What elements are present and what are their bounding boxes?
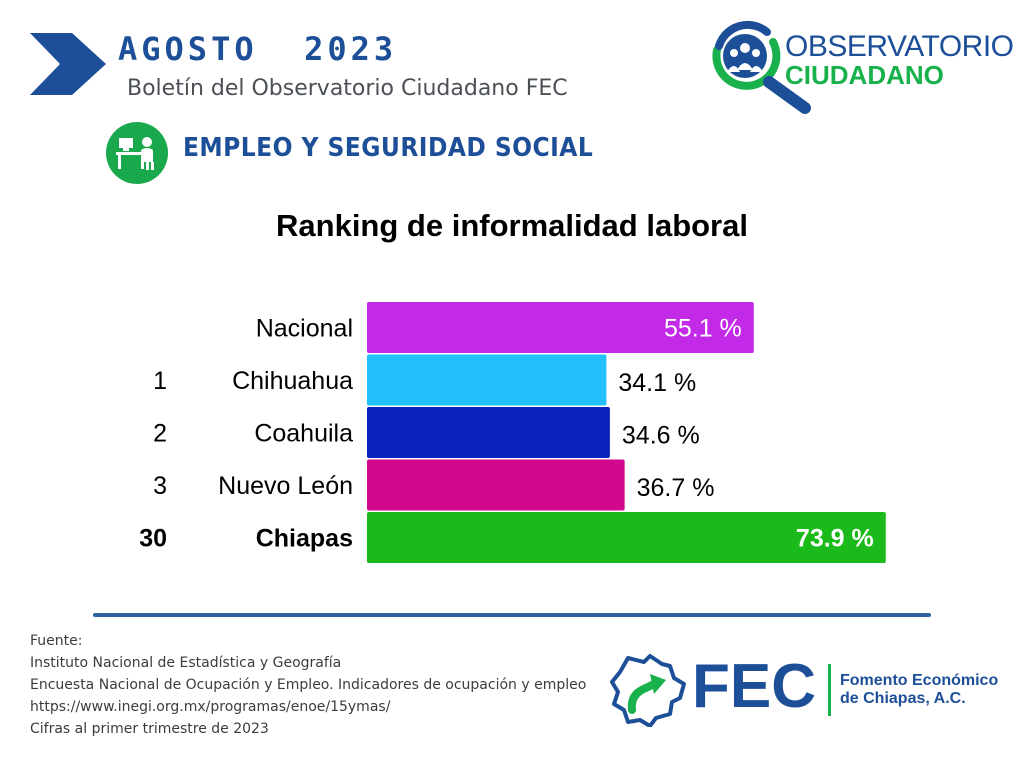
fec-name-line1: Fomento Económico: [840, 672, 999, 689]
bar-3: [367, 459, 625, 511]
source-label: Fuente:: [30, 633, 83, 649]
bar-2: [367, 407, 610, 458]
rank-label-2: 2: [153, 420, 167, 448]
section-title: EMPLEO Y SEGURIDAD SOCIAL: [183, 133, 594, 163]
source-survey: Encuesta Nacional de Ocupación y Empleo.…: [30, 677, 587, 693]
fec-name-line2: de Chiapas, A.C.: [840, 690, 966, 707]
magnifier-people-icon: [712, 20, 811, 114]
fec-logo: FEC Fomento Económico de Chiapas, A.C.: [610, 652, 1020, 727]
value-label-1: 34.1 %: [618, 369, 696, 397]
ranking-bar-chart: Nacional 55.1 % 1 Chihuahua 34.1 % 2 Coahuila 3…: [139, 302, 886, 563]
category-label-1: Chihuahua: [232, 367, 353, 395]
chiapas-map-arrow-icon: [610, 654, 686, 727]
value-label-3: 36.7 %: [637, 474, 715, 502]
logo-line-ciudadano: CIUDADANO: [785, 60, 944, 90]
category-label-0: Nacional: [256, 315, 353, 343]
source-url: https://www.inegi.org.mx/programas/enoe/…: [30, 699, 391, 715]
fec-full-name: Fomento Económico de Chiapas, A.C.: [840, 672, 998, 708]
chart-title: Ranking de informalidad laboral: [276, 208, 748, 243]
category-label-2: Coahuila: [254, 420, 353, 448]
fec-abbreviation: FEC: [692, 652, 816, 721]
fec-divider: [828, 664, 831, 716]
source-institute: Instituto Nacional de Estadística y Geog…: [30, 655, 342, 671]
office-worker-icon: [106, 122, 168, 184]
source-notes: Fuente: Instituto Nacional de Estadístic…: [30, 630, 586, 740]
observatorio-logo: OBSERVATORIO CIUDADANO: [705, 20, 1014, 115]
chevron-arrow-icon: [30, 33, 106, 95]
rank-label-3: 3: [153, 472, 167, 500]
category-label-4: Chiapas: [256, 525, 353, 553]
bulletin-month: AGOSTO 2023: [118, 30, 398, 68]
bar-1: [367, 354, 607, 406]
divider: [93, 613, 931, 617]
rank-label-4: 30: [139, 525, 167, 553]
category-label-3: Nuevo León: [218, 472, 353, 500]
logo-line-observatorio: OBSERVATORIO: [785, 30, 1014, 63]
source-period: Cifras al primer trimestre de 2023: [30, 721, 269, 737]
bar-0: [367, 302, 754, 353]
bar-4: [367, 512, 886, 563]
value-label-0: 55.1 %: [664, 315, 742, 343]
bulletin-subtitle: Boletín del Observatorio Ciudadano FEC: [127, 76, 568, 101]
rank-label-1: 1: [153, 367, 167, 395]
value-label-2: 34.6 %: [622, 422, 700, 450]
value-label-4: 73.9 %: [796, 525, 874, 553]
